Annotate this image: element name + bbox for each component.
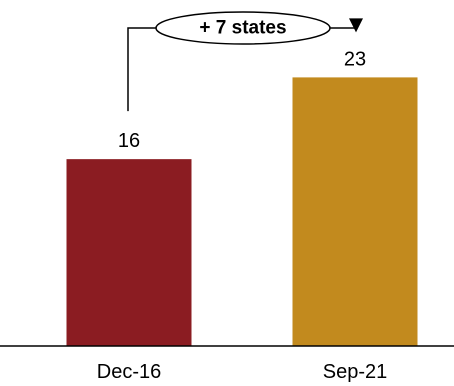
x-tick-label-dec-16: Dec-16 [97, 361, 161, 383]
bar-dec-16 [66, 159, 192, 346]
data-label-sep-21: 23 [344, 48, 366, 70]
x-tick-label-sep-21: Sep-21 [323, 361, 388, 383]
callout-bubble [155, 11, 331, 45]
labels-layer: 16 Dec-16 23 Sep-21 [97, 48, 387, 383]
callout-label: + 7 states [199, 18, 286, 39]
bars-layer [66, 77, 418, 347]
bar-sep-21 [292, 77, 418, 347]
data-label-dec-16: 16 [118, 130, 140, 152]
change-callout: + 7 states [127, 11, 363, 112]
callout-arrowhead [349, 18, 363, 33]
